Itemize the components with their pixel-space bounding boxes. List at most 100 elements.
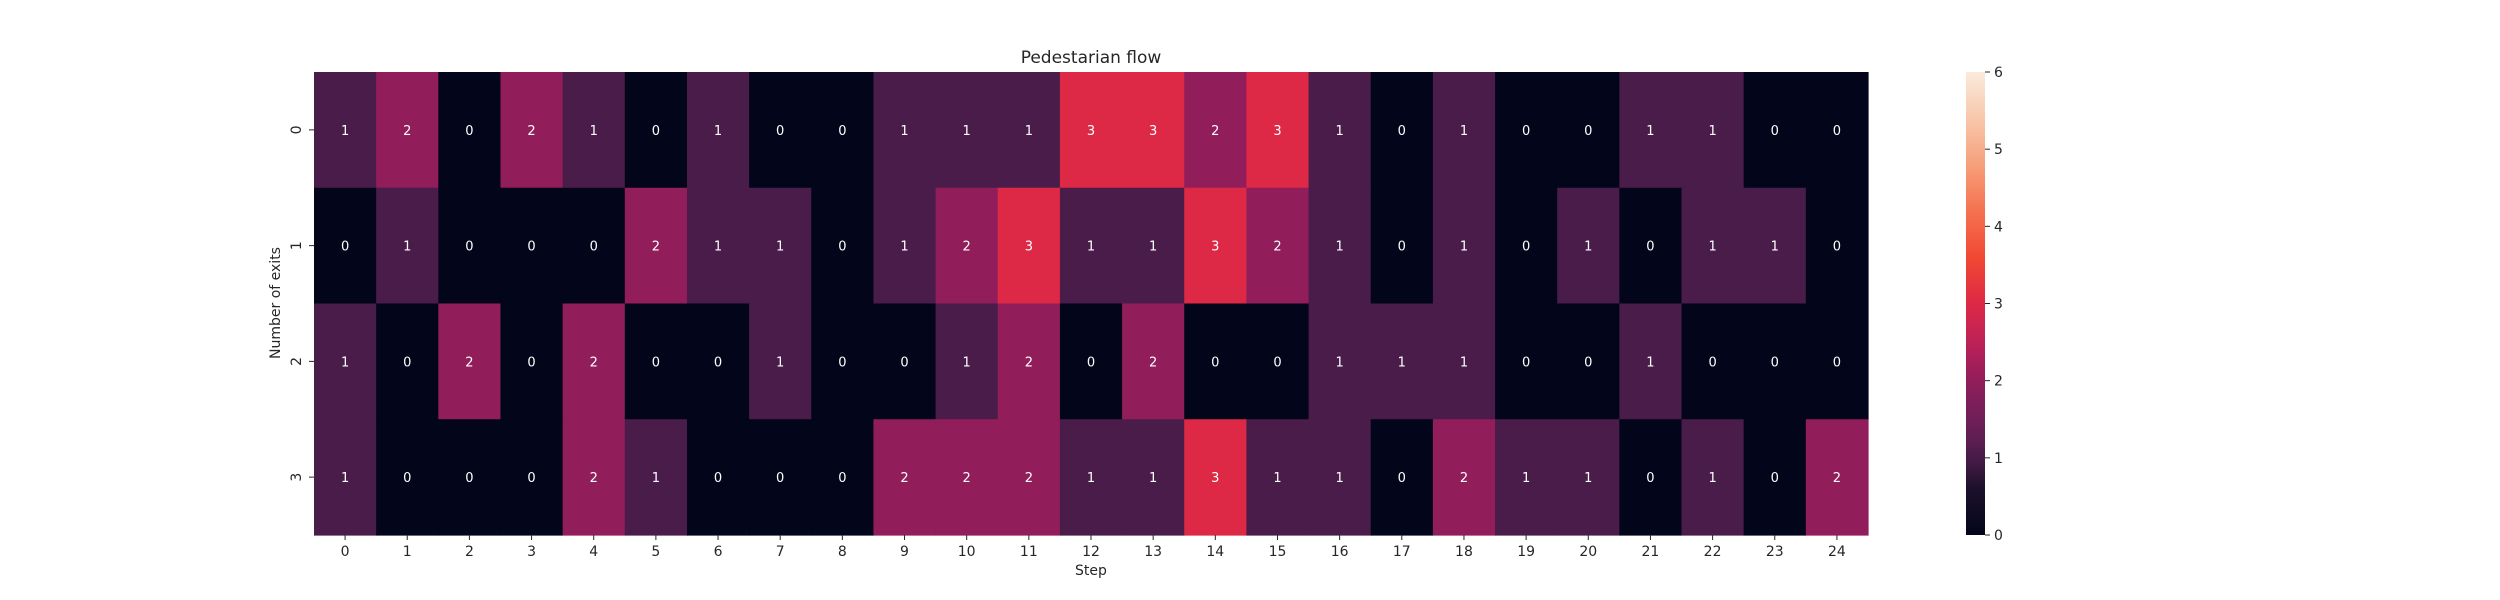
cell-value-label: 2 (1211, 124, 1219, 139)
x-tick-label: 1 (403, 544, 412, 560)
x-tick-label: 2 (465, 544, 474, 560)
cell-value-label: 0 (1584, 355, 1592, 370)
cell-value-label: 1 (776, 240, 784, 255)
cell-value-label: 2 (1149, 355, 1157, 370)
x-tick-label: 18 (1455, 544, 1473, 560)
cell-value-label: 0 (527, 471, 535, 486)
heatmap-cell (1308, 72, 1372, 189)
heatmap-cell (562, 419, 626, 536)
heatmap-cell (1059, 72, 1123, 189)
heatmap-cell (686, 419, 750, 536)
cell-value-label: 1 (1708, 240, 1716, 255)
x-tick-label: 11 (1020, 544, 1038, 560)
heatmap-cell (749, 419, 812, 536)
heatmap-cell (1432, 187, 1496, 305)
heatmap-cell (811, 72, 875, 189)
cell-value-label: 2 (527, 124, 535, 139)
cell-value-label: 1 (1646, 355, 1654, 370)
cell-value-label: 1 (341, 355, 349, 370)
x-tick-label: 21 (1642, 544, 1660, 560)
heatmap-cell (562, 72, 626, 189)
heatmap-cell (500, 419, 564, 536)
heatmap-cell (686, 72, 750, 189)
cell-value-label: 0 (1087, 355, 1095, 370)
cell-value-label: 2 (590, 471, 598, 486)
x-tick-label: 7 (776, 544, 785, 560)
heatmap-cell (1681, 419, 1745, 536)
cell-value-label: 2 (403, 124, 411, 139)
cell-value-label: 0 (1833, 124, 1841, 139)
cell-value-label: 0 (652, 124, 660, 139)
cell-value-label: 2 (963, 471, 971, 486)
y-tick-label: 2 (289, 357, 305, 366)
colorbar-tick-label: 4 (1994, 219, 2003, 235)
heatmap-cell (376, 303, 439, 420)
cell-value-label: 1 (1335, 355, 1343, 370)
heatmap-cell (376, 187, 439, 305)
cell-value-label: 1 (1273, 471, 1281, 486)
heatmap-cell (1557, 72, 1620, 189)
heatmap-cell (1681, 187, 1745, 305)
heatmap-cell (1619, 187, 1683, 305)
cell-value-label: 0 (1708, 355, 1716, 370)
x-tick-label: 3 (527, 544, 536, 560)
cell-value-label: 2 (1460, 471, 1468, 486)
heatmap-cell (1681, 303, 1745, 420)
x-tick-label: 12 (1082, 544, 1100, 560)
x-tick-label: 14 (1206, 544, 1224, 560)
cell-value-label: 2 (963, 240, 971, 255)
cell-value-label: 1 (1646, 124, 1654, 139)
cell-value-label: 0 (527, 240, 535, 255)
heatmap-cell (997, 303, 1061, 420)
cell-value-label: 0 (652, 355, 660, 370)
heatmap-cell (873, 72, 937, 189)
x-tick-label: 22 (1704, 544, 1722, 560)
cell-value-label: 0 (590, 240, 598, 255)
heatmap-cell (1557, 303, 1620, 420)
x-tick-label: 24 (1828, 544, 1846, 560)
heatmap-cell (1495, 303, 1558, 420)
heatmap-cell (1246, 303, 1310, 420)
cell-value-label: 1 (1335, 124, 1343, 139)
heatmap-cell (997, 187, 1061, 305)
x-tick-label: 17 (1393, 544, 1411, 560)
heatmap-cell (376, 72, 439, 189)
heatmap-cell (749, 187, 812, 305)
heatmap-cell (562, 187, 626, 305)
y-tick-label: 1 (289, 241, 305, 250)
cell-value-label: 1 (1708, 471, 1716, 486)
heatmap-cell (997, 419, 1061, 536)
colorbar-tick-label: 1 (1994, 451, 2003, 467)
x-tick-label: 16 (1331, 544, 1349, 560)
cell-value-label: 0 (1398, 471, 1406, 486)
heatmap-cell (1059, 419, 1123, 536)
heatmap-cell (1619, 419, 1683, 536)
heatmap-cell (1184, 187, 1247, 305)
heatmap-cell (562, 303, 626, 420)
cell-value-label: 0 (465, 471, 473, 486)
cell-value-label: 0 (1771, 471, 1779, 486)
heatmap-cell (997, 72, 1061, 189)
cell-value-label: 1 (900, 124, 908, 139)
heatmap-cell (1743, 303, 1807, 420)
heatmap-cell (500, 187, 564, 305)
heatmap-cell (1184, 419, 1247, 536)
cell-value-label: 0 (1211, 355, 1219, 370)
heatmap-cell (1681, 72, 1745, 189)
cell-value-label: 0 (1398, 240, 1406, 255)
y-axis-label: Number of exits (268, 247, 284, 359)
heatmap-cell (1370, 72, 1434, 189)
heatmap-cell (1308, 187, 1372, 305)
heatmap-cell (438, 187, 502, 305)
heatmap-cell (873, 419, 937, 536)
heatmap-cell (1619, 72, 1683, 189)
cell-value-label: 0 (1522, 355, 1530, 370)
cell-value-label: 1 (1460, 355, 1468, 370)
x-tick-label: 5 (651, 544, 660, 560)
heatmap-cell (1059, 187, 1123, 305)
cell-value-label: 1 (1149, 471, 1157, 486)
cell-value-label: 3 (1273, 124, 1281, 139)
cell-value-label: 2 (590, 355, 598, 370)
heatmap-cell (811, 303, 875, 420)
